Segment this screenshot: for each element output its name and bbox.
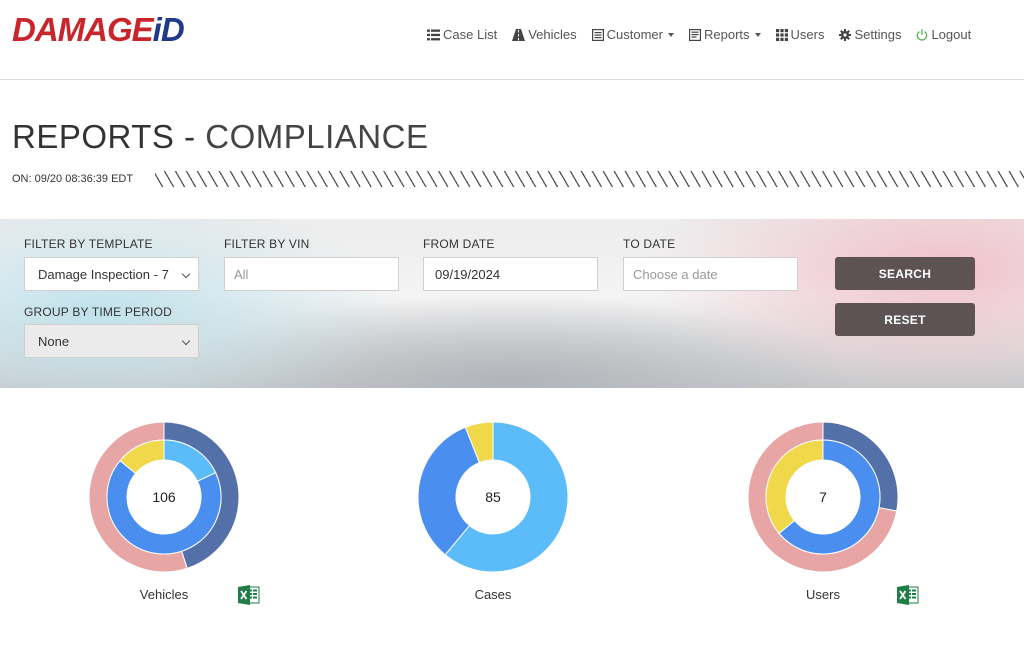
list-icon xyxy=(427,29,440,40)
cases-count: 85 xyxy=(485,489,501,505)
filter-vin-input[interactable]: All xyxy=(224,257,399,291)
nav-users-label: Users xyxy=(790,27,825,42)
road-icon xyxy=(512,28,526,41)
nav-case-list[interactable]: Case List xyxy=(427,27,497,42)
reset-button[interactable]: RESET xyxy=(835,303,975,336)
from-date-value: 09/19/2024 xyxy=(435,266,501,282)
group-by-label: GROUP BY TIME PERIOD xyxy=(24,305,173,319)
caret-down-icon xyxy=(667,33,674,37)
chevron-down-icon xyxy=(181,269,191,279)
nav-vehicles-label: Vehicles xyxy=(528,27,577,42)
nav-settings[interactable]: Settings xyxy=(839,27,901,42)
group-by-value: None xyxy=(38,333,70,349)
inner-ring-segment-2[interactable] xyxy=(119,439,165,475)
ring-segment-1[interactable] xyxy=(417,426,481,556)
excel-icon[interactable] xyxy=(897,585,919,605)
timestamp-row: ON: 09/20 08:36:39 EDT xyxy=(12,170,1024,188)
page-title: REPORTS - COMPLIANCE xyxy=(12,118,428,156)
gear-icon xyxy=(839,28,852,41)
excel-icon[interactable] xyxy=(238,585,260,605)
vehicles-count: 106 xyxy=(152,489,176,505)
nav-reports-label: Reports xyxy=(703,27,750,42)
nav-vehicles[interactable]: Vehicles xyxy=(512,27,577,42)
inner-ring-segment-1[interactable] xyxy=(106,459,222,555)
filter-panel: FILTER BY TEMPLATE Damage Inspection - 7… xyxy=(0,219,1024,388)
nav-logout[interactable]: Logout xyxy=(916,27,971,42)
grid-icon xyxy=(775,28,788,41)
report-icon xyxy=(688,28,701,41)
inner-ring-segment-1[interactable] xyxy=(765,439,824,535)
report-timestamp: ON: 09/20 08:36:39 EDT xyxy=(12,173,134,185)
hatch-divider xyxy=(155,171,1024,187)
filter-template-value: Damage Inspection - 7 xyxy=(38,266,169,282)
cases-donut-svg xyxy=(417,421,569,573)
to-date-placeholder: Choose a date xyxy=(633,266,718,282)
nav-reports-dropdown[interactable]: Reports xyxy=(688,27,761,42)
vehicles-chart-label: Vehicles xyxy=(139,587,189,602)
group-by-select[interactable]: None xyxy=(24,324,199,358)
chevron-down-icon xyxy=(181,336,191,346)
logo-text-id: iD xyxy=(152,11,185,48)
filter-template-label: FILTER BY TEMPLATE xyxy=(24,237,153,251)
from-date-label: FROM DATE xyxy=(423,237,495,251)
page-title-sub: COMPLIANCE xyxy=(205,118,429,155)
caret-down-icon xyxy=(754,33,761,37)
power-icon xyxy=(917,28,928,41)
filter-vin-placeholder: All xyxy=(234,266,249,282)
search-button[interactable]: SEARCH xyxy=(835,257,975,290)
nav-customer-dropdown[interactable]: Customer xyxy=(591,27,674,42)
nav-users[interactable]: Users xyxy=(775,27,825,42)
ring-segment-2[interactable] xyxy=(464,421,494,464)
damageid-logo[interactable]: DAMAGEiD xyxy=(12,11,185,48)
filter-template-select[interactable]: Damage Inspection - 7 xyxy=(24,257,199,291)
vehicles-donut-svg xyxy=(88,421,240,573)
document-icon xyxy=(591,28,604,41)
page-title-main: REPORTS - xyxy=(12,118,206,155)
logo-text-damage: DAMAGE xyxy=(12,11,154,48)
users-donut-chart: 7 xyxy=(747,421,899,573)
main-nav: Case List Vehicles Customer Reports xyxy=(427,27,971,42)
ring-segment-0[interactable] xyxy=(444,421,569,573)
nav-customer-label: Customer xyxy=(606,27,663,42)
inner-ring-segment-0[interactable] xyxy=(778,439,881,555)
users-chart-label: Users xyxy=(806,587,840,602)
nav-case-list-label: Case List xyxy=(443,27,498,42)
top-navbar: DAMAGEiD Case List Vehicles Customer xyxy=(0,0,1024,80)
users-donut-svg xyxy=(747,421,899,573)
to-date-label: TO DATE xyxy=(623,237,676,251)
nav-logout-label: Logout xyxy=(931,27,972,42)
cases-chart-label: Cases xyxy=(474,587,512,602)
nav-settings-label: Settings xyxy=(854,27,902,42)
to-date-input[interactable]: Choose a date xyxy=(623,257,798,291)
vehicles-donut-chart: 106 xyxy=(88,421,240,573)
users-count: 7 xyxy=(819,489,827,505)
from-date-input[interactable]: 09/19/2024 xyxy=(423,257,598,291)
filter-vin-label: FILTER BY VIN xyxy=(224,237,310,251)
cases-donut-chart: 85 xyxy=(417,421,569,573)
